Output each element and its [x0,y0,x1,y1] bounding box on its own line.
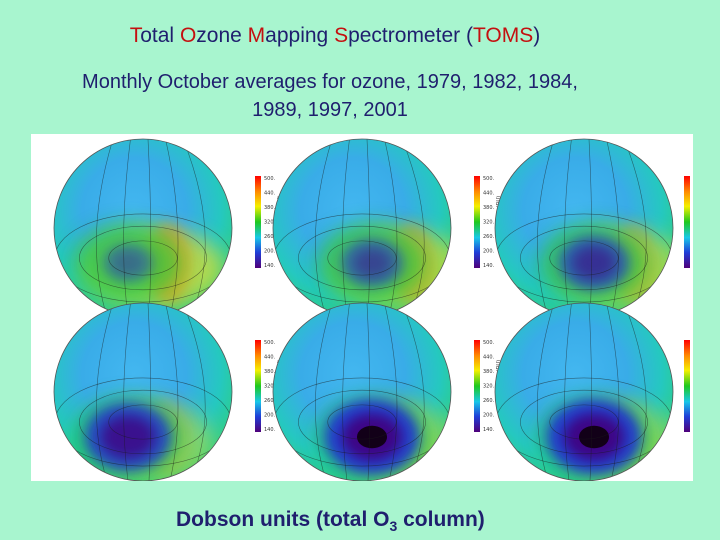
colorbar-tick: 380. [264,205,276,211]
colorbar [684,176,690,268]
colorbar-tick: 140. [483,263,495,269]
colorbar-tick: 440. [264,355,276,361]
colorbar-tick: 260. [264,234,276,240]
ozone-globe-1997: 500.440.380.320.260.200.140.Total Ozone … [272,302,502,481]
title-highlight-letter: TOMS [472,24,534,47]
dobson-units-caption: Dobson units (total O3 column) [176,508,485,534]
colorbar-tick: 380. [264,369,276,375]
colorbar-tick: 260. [483,234,495,240]
colorbar-tick: 260. [264,398,276,404]
colorbar-tick: 140. [264,263,276,269]
title-highlight-letter: T [129,24,141,47]
colorbar-tick: 440. [483,355,495,361]
title-text: zone [196,24,248,47]
ozone-globe-1989: 500.440.380.320.260.200.140.Total Ozone … [53,302,283,481]
colorbar-tick: 500. [483,340,495,346]
colorbar-tick: 320. [483,220,495,226]
title-text: pectrometer ( [348,24,473,47]
ozone-globe-1979: 500.440.380.320.260.200.140.Total Ozone … [53,138,283,318]
slide-title: Total Ozone Mapping Spectrometer (TOMS) [0,24,670,48]
colorbar [684,340,690,432]
colorbar-tick: 200. [264,413,276,419]
colorbar-tick: 500. [483,176,495,182]
title-highlight-letter: M [247,24,266,47]
title-highlight-letter: S [334,24,349,47]
colorbar-tick: 260. [483,398,495,404]
colorbar-tick: 440. [483,191,495,197]
caption-subscript: 3 [389,518,398,534]
colorbar [474,340,480,432]
colorbar-tick: 500. [264,340,276,346]
caption-text: Dobson units (total O [176,508,390,531]
subtitle-line-2: 1989, 1997, 2001 [252,99,408,121]
colorbar-tick: 380. [483,205,495,211]
colorbar [474,176,480,268]
ozone-maps-panel: 500.440.380.320.260.200.140.Total Ozone … [31,134,693,481]
subtitle-line-1: Monthly October averages for ozone, 1979… [82,71,578,93]
colorbar-tick: 200. [483,249,495,255]
colorbar-tick: 200. [264,249,276,255]
ozone-globe-1982: 500.440.380.320.260.200.140.Total Ozone … [272,138,502,318]
title-highlight-letter: O [179,24,197,47]
slide-subtitle: Monthly October averages for ozone, 1979… [30,68,630,124]
title-text: otal [140,24,180,47]
ozone-globe-2001: 500.440.380.320.260.200.140.Total Ozone … [494,302,690,481]
colorbar-tick: 380. [483,369,495,375]
colorbar-tick: 200. [483,413,495,419]
colorbar-tick: 440. [264,191,276,197]
colorbar-tick: 320. [264,220,276,226]
colorbar-tick: 320. [264,384,276,390]
title-text: ) [533,24,541,47]
colorbar-tick: 500. [264,176,276,182]
caption-text-end: column) [397,508,485,531]
ozone-globe-1984: 500.440.380.320.260.200.140.Total Ozone … [494,138,690,318]
colorbar-tick: 140. [483,427,495,433]
title-text: apping [265,24,335,47]
ozone-maps-image: 500.440.380.320.260.200.140.Total Ozone … [53,138,690,481]
colorbar-tick: 320. [483,384,495,390]
colorbar [255,176,261,268]
colorbar-tick: 140. [264,427,276,433]
colorbar [255,340,261,432]
